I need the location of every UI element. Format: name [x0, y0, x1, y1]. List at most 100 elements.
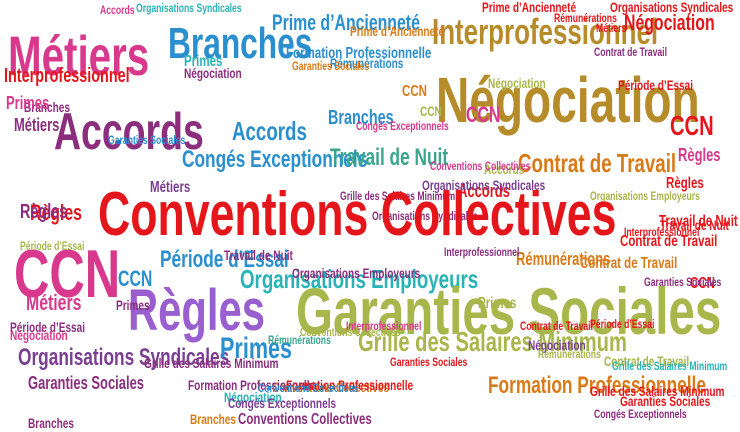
- cloud-word: Organisations Employeurs: [240, 264, 479, 294]
- cloud-word: Rémunérations: [330, 55, 404, 71]
- cloud-word: Travail de Nuit: [224, 247, 293, 263]
- cloud-word: Organisations Employeurs: [292, 265, 421, 281]
- cloud-word: Métiers: [26, 290, 82, 315]
- cloud-word: Garanties Sociales: [390, 355, 468, 369]
- cloud-word: Grille des Salaires Minimum: [358, 326, 627, 357]
- cloud-word: Accords: [100, 3, 135, 17]
- cloud-word: Garanties Sociales: [108, 133, 186, 147]
- cloud-word: Congés Exceptionnels: [182, 146, 368, 173]
- cloud-word: Conventions Collectives: [238, 411, 372, 428]
- cloud-word: Règles: [678, 145, 721, 165]
- cloud-word: CCN: [14, 236, 121, 312]
- cloud-word: Contrat de Travail: [518, 148, 677, 178]
- cloud-word: Organisations Syndicales: [422, 177, 546, 193]
- cloud-word: Conventions Collectives: [300, 325, 401, 339]
- cloud-word: Primes: [184, 53, 223, 70]
- cloud-word: Négociation: [624, 10, 715, 35]
- cloud-word: Contrat de Travail: [594, 45, 667, 59]
- cloud-word: Règles: [128, 278, 265, 343]
- cloud-word: CCN: [118, 266, 153, 291]
- cloud-word: Congés Exceptionnels: [228, 395, 337, 411]
- cloud-word: Branches: [328, 107, 394, 129]
- cloud-word: Négociation: [436, 64, 700, 136]
- cloud-word: Formation Professionnelle: [286, 45, 432, 62]
- cloud-word: Accords: [232, 116, 307, 146]
- cloud-word: Garanties Sociales: [28, 373, 144, 393]
- cloud-word: Règles: [30, 200, 82, 225]
- cloud-word: Accords: [484, 161, 525, 177]
- cloud-word: Période d’Essai: [618, 77, 694, 93]
- cloud-word: Travail de Nuit: [330, 144, 449, 171]
- cloud-word: Interprofessionnel: [444, 245, 520, 259]
- cloud-word: Interprofessionnel: [624, 225, 700, 239]
- cloud-word: Garanties Sociales: [296, 274, 722, 348]
- cloud-word: Organisations Syndicales: [18, 344, 230, 371]
- cloud-word: Négociation: [488, 75, 546, 91]
- cloud-word: CCN: [670, 110, 714, 141]
- cloud-word: Métiers: [14, 115, 60, 135]
- cloud-word: Rémunérations: [516, 249, 611, 269]
- cloud-word: Négociation: [528, 337, 586, 353]
- cloud-word: Grille des Salaires Minimum: [144, 355, 279, 371]
- cloud-word: Organisations Syndicales: [136, 1, 242, 15]
- cloud-word: Formation Professionnelle: [488, 372, 706, 399]
- cloud-word: Conventions Collectives: [430, 159, 531, 173]
- cloud-word: Branches: [190, 411, 236, 427]
- cloud-word: Branches: [28, 415, 74, 431]
- cloud-word: CCN: [420, 103, 442, 119]
- cloud-word: Primes: [478, 295, 517, 312]
- cloud-word: Conventions Collectives: [272, 379, 390, 395]
- cloud-word: Branches: [168, 19, 313, 68]
- cloud-word: Garanties Sociales: [620, 393, 711, 409]
- cloud-word: Contrat de Travail: [620, 233, 718, 250]
- cloud-word: Métiers: [150, 179, 191, 196]
- cloud-word: Règles: [20, 201, 68, 223]
- cloud-word: Rémunérations: [268, 333, 331, 347]
- cloud-word: Interprofessionnel: [4, 65, 130, 87]
- cloud-word: Garanties Sociales: [292, 59, 370, 73]
- cloud-word: Formation Professionnelle: [286, 377, 414, 393]
- cloud-word: CCN: [402, 83, 427, 100]
- cloud-word: Rémunérations: [554, 11, 617, 25]
- cloud-word: Période d’Essai: [590, 317, 655, 331]
- cloud-word: Branches: [24, 99, 70, 115]
- cloud-word: Accords: [458, 181, 510, 201]
- cloud-word: Grille des Salaires Minimum: [590, 383, 725, 399]
- cloud-word: Organisations Employeurs: [590, 189, 700, 203]
- cloud-word: Métiers: [596, 21, 627, 35]
- cloud-word: Métiers: [8, 24, 150, 87]
- cloud-word: Prime d’Ancienneté: [482, 0, 577, 15]
- cloud-word: Négociation: [224, 389, 282, 405]
- cloud-word: Congés Exceptionnels: [356, 119, 449, 133]
- cloud-word: Contrat de Travail: [580, 255, 678, 272]
- cloud-word: Primes: [6, 93, 50, 113]
- cloud-word: Prime d’Ancienneté: [350, 23, 445, 39]
- cloud-word: Conventions Collectives: [258, 381, 359, 395]
- cloud-word: Organisations Syndicales: [372, 209, 478, 223]
- cloud-word: Accords: [54, 103, 204, 161]
- cloud-word: Organisations Syndicales: [610, 0, 734, 15]
- cloud-word: Contrat de Travail: [604, 353, 690, 369]
- cloud-word: CCN: [466, 102, 501, 127]
- cloud-word: Travail de Nuit: [660, 217, 729, 233]
- cloud-word: Interprofessionnel: [432, 11, 659, 52]
- cloud-word: Négociation: [184, 65, 242, 81]
- cloud-word: Rémunérations: [538, 347, 601, 361]
- main-phrase: Conventions Collectives: [98, 180, 617, 249]
- cloud-word: Travail de Nuit: [659, 213, 738, 230]
- cloud-word: CCN: [690, 275, 715, 292]
- cloud-word: Période d’Essai: [20, 239, 85, 253]
- cloud-word: Primes: [116, 297, 150, 313]
- cloud-word: Règles: [666, 175, 704, 192]
- cloud-word: Congés Exceptionnels: [594, 407, 687, 421]
- cloud-word: Contrat de Travail: [520, 319, 593, 333]
- cloud-word: Période d’Essai: [10, 319, 86, 335]
- cloud-word: Interprofessionnel: [346, 319, 422, 333]
- cloud-word: Garanties Sociales: [644, 275, 722, 289]
- cloud-word: Prime d’Ancienneté: [272, 10, 420, 35]
- cloud-word: Grille des Salaires Minimum: [612, 359, 728, 373]
- cloud-word: Période d’Essai: [160, 246, 289, 273]
- cloud-word: Négociation: [10, 327, 68, 343]
- cloud-word: Formation Professionnelle: [188, 377, 316, 393]
